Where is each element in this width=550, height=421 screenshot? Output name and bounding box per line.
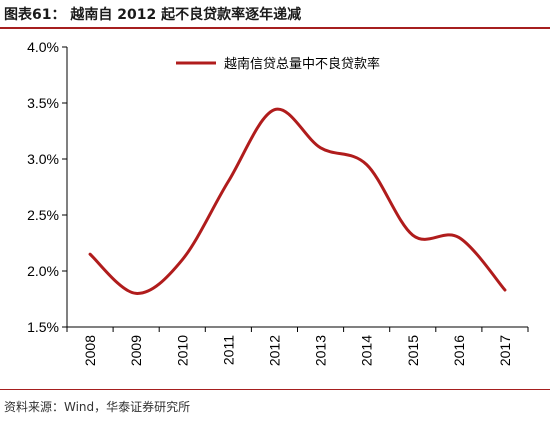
- series-line: [88, 107, 507, 295]
- x-tick-label: 2017: [497, 335, 513, 366]
- x-tick-label: 2016: [451, 335, 467, 366]
- x-tick-label: 2014: [359, 335, 375, 366]
- y-axis-ticks: 1.5% 2.0% 2.5% 3.0% 3.5% 4.0%: [27, 39, 67, 335]
- x-axis-ticks: 2008 2009 2010 2011 2012 2013 2014 2015 2016 2017: [66, 327, 529, 366]
- y-tick-label: 3.5%: [27, 95, 59, 111]
- x-tick-label: 2015: [405, 335, 421, 366]
- y-tick-label: 2.5%: [27, 207, 59, 223]
- y-tick-label: 4.0%: [27, 39, 59, 55]
- chart-title: 图表61： 越南自 2012 起不良贷款率逐年递减: [4, 7, 302, 23]
- x-tick-label: 2010: [174, 335, 190, 366]
- legend: 越南信贷总量中不良贷款率: [176, 56, 380, 72]
- y-tick-label: 2.0%: [27, 263, 59, 279]
- y-tick-label: 3.0%: [27, 151, 59, 167]
- title-bar: 图表61： 越南自 2012 起不良贷款率逐年递减: [0, 0, 550, 30]
- x-tick-label: 2012: [266, 335, 282, 366]
- x-tick-label: 2009: [128, 335, 144, 366]
- axes: [66, 47, 528, 328]
- chart-area: 1.5% 2.0% 2.5% 3.0% 3.5% 4.0% 2008 2009 2010 201…: [0, 30, 550, 385]
- line-chart: 1.5% 2.0% 2.5% 3.0% 3.5% 4.0% 2008 2009 2010 201…: [27, 39, 529, 366]
- footer-divider: [0, 389, 550, 390]
- y-tick-label: 1.5%: [27, 319, 59, 335]
- x-tick-label: 2013: [313, 335, 329, 366]
- x-tick-label: 2011: [220, 335, 236, 365]
- series-layer: [88, 107, 507, 295]
- source-note: 资料来源：Wind，华泰证券研究所: [4, 400, 191, 414]
- legend-label: 越南信贷总量中不良贷款率: [224, 56, 380, 72]
- title-divider: [0, 27, 550, 29]
- x-tick-label: 2008: [82, 335, 98, 366]
